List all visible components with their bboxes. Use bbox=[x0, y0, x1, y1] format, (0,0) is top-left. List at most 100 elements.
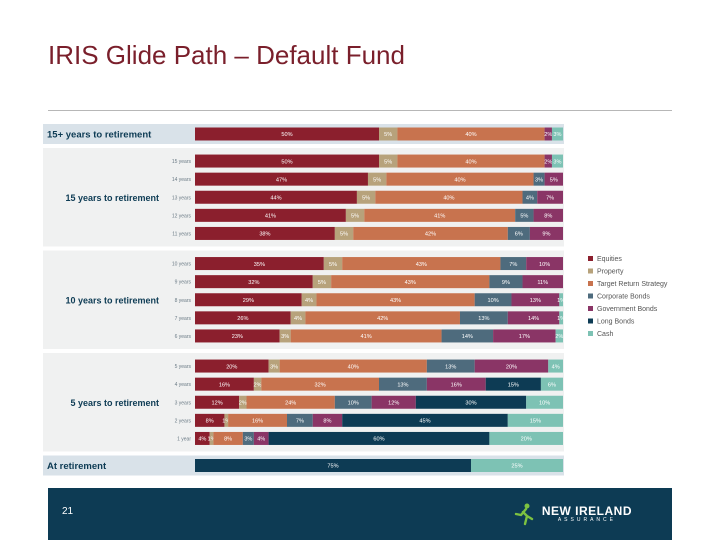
data-label: 42% bbox=[425, 232, 436, 238]
section-label: 10 years to retirement bbox=[65, 295, 159, 305]
legend-label: Government Bonds bbox=[597, 306, 658, 313]
bar-segment bbox=[195, 226, 335, 240]
bar-segment bbox=[522, 190, 538, 204]
bar-segment bbox=[540, 377, 563, 391]
legend-label: Property bbox=[597, 269, 624, 276]
data-label: 32% bbox=[248, 280, 259, 286]
data-label: 8% bbox=[206, 419, 214, 425]
data-label: 5% bbox=[351, 214, 359, 220]
bar-segment bbox=[323, 257, 343, 271]
bar-segment bbox=[195, 127, 379, 141]
bar-segment bbox=[507, 226, 530, 240]
bar-segment bbox=[342, 257, 501, 271]
bar-segment bbox=[426, 377, 486, 391]
data-label: 2% bbox=[254, 382, 262, 388]
bar-segment bbox=[290, 329, 442, 343]
section-label: 5 years to retirement bbox=[70, 398, 159, 408]
legend-swatch bbox=[588, 318, 593, 324]
data-label: 15% bbox=[508, 382, 519, 388]
page-number: 21 bbox=[62, 506, 74, 517]
row-label: 11 years bbox=[172, 231, 191, 237]
bar-segment bbox=[379, 377, 427, 391]
data-label: 14% bbox=[528, 316, 539, 322]
bar-segment bbox=[511, 293, 560, 307]
data-label: 75% bbox=[327, 464, 338, 470]
data-label: 10% bbox=[348, 400, 359, 406]
data-label: 43% bbox=[416, 262, 427, 268]
data-label: 7% bbox=[296, 419, 304, 425]
bar-segment bbox=[489, 431, 563, 445]
data-label: 41% bbox=[434, 214, 445, 220]
data-label: 14% bbox=[462, 334, 473, 340]
bar-segment bbox=[195, 329, 280, 343]
data-label: 60% bbox=[373, 437, 384, 443]
row-label: 14 years bbox=[172, 177, 192, 183]
bar-segment bbox=[242, 431, 254, 445]
data-label: 10% bbox=[539, 262, 550, 268]
data-label: 1% bbox=[557, 316, 565, 322]
bar-segment bbox=[268, 359, 280, 373]
company-logo: NEW IRELAND ASSURANCE bbox=[512, 502, 632, 526]
section-label: 15+ years to retirement bbox=[47, 130, 152, 141]
data-label: 5% bbox=[373, 177, 381, 183]
data-label: 30% bbox=[465, 400, 476, 406]
bar-segment bbox=[471, 459, 563, 472]
bar-segment bbox=[195, 377, 254, 391]
row-label: 13 years bbox=[172, 195, 192, 201]
bar-segment bbox=[489, 275, 523, 289]
bar-segment bbox=[209, 431, 214, 445]
bar-segment bbox=[548, 359, 563, 373]
data-label: 5% bbox=[384, 159, 392, 165]
bar-segment bbox=[195, 459, 471, 472]
bar-segment bbox=[195, 359, 269, 373]
data-label: 41% bbox=[361, 334, 372, 340]
data-label: 2% bbox=[555, 334, 563, 340]
bar-segment bbox=[253, 431, 269, 445]
data-label: 5% bbox=[318, 280, 326, 286]
bar-segment bbox=[379, 154, 398, 168]
bar-segment bbox=[195, 431, 210, 445]
bar-segment bbox=[331, 275, 490, 289]
bar-segment bbox=[551, 127, 563, 141]
runner-icon bbox=[514, 503, 534, 526]
bar-segment bbox=[334, 395, 372, 409]
bar-segment bbox=[253, 377, 262, 391]
bar-segment bbox=[279, 359, 427, 373]
bar-segment bbox=[367, 172, 387, 186]
data-label: 32% bbox=[315, 382, 326, 388]
data-label: 2% bbox=[239, 400, 247, 406]
bar-segment bbox=[239, 395, 247, 409]
data-label: 10% bbox=[487, 298, 498, 304]
data-label: 10% bbox=[539, 400, 550, 406]
bar-segment bbox=[555, 329, 563, 343]
data-label: 5% bbox=[362, 195, 370, 201]
data-label: 2% bbox=[544, 132, 552, 138]
bar-segment bbox=[559, 293, 563, 307]
bar-segment bbox=[500, 257, 527, 271]
data-label: 40% bbox=[348, 364, 359, 370]
logo-subtitle: ASSURANCE bbox=[557, 517, 616, 523]
data-label: 11% bbox=[537, 280, 548, 286]
data-label: 8% bbox=[323, 419, 331, 425]
data-label: 15% bbox=[530, 419, 541, 425]
data-label: 5% bbox=[520, 214, 528, 220]
bar-segment bbox=[195, 275, 313, 289]
data-label: 23% bbox=[232, 334, 243, 340]
bar-segment bbox=[316, 293, 475, 307]
data-label: 4% bbox=[526, 195, 534, 201]
data-label: 24% bbox=[285, 400, 296, 406]
data-label: 45% bbox=[419, 419, 430, 425]
data-label: 43% bbox=[405, 280, 416, 286]
bar-segment bbox=[224, 413, 229, 427]
section-label: At retirement bbox=[47, 461, 107, 472]
bar-segment bbox=[522, 275, 563, 289]
data-label: 3% bbox=[244, 437, 252, 443]
bar-segment bbox=[268, 431, 490, 445]
bar-segment bbox=[459, 311, 508, 325]
legend-swatch bbox=[588, 331, 593, 336]
data-label: 4% bbox=[198, 437, 206, 443]
row-label: 12 years bbox=[172, 213, 192, 219]
bar-segment bbox=[195, 293, 302, 307]
data-label: 43% bbox=[390, 298, 401, 304]
data-label: 13% bbox=[478, 316, 489, 322]
